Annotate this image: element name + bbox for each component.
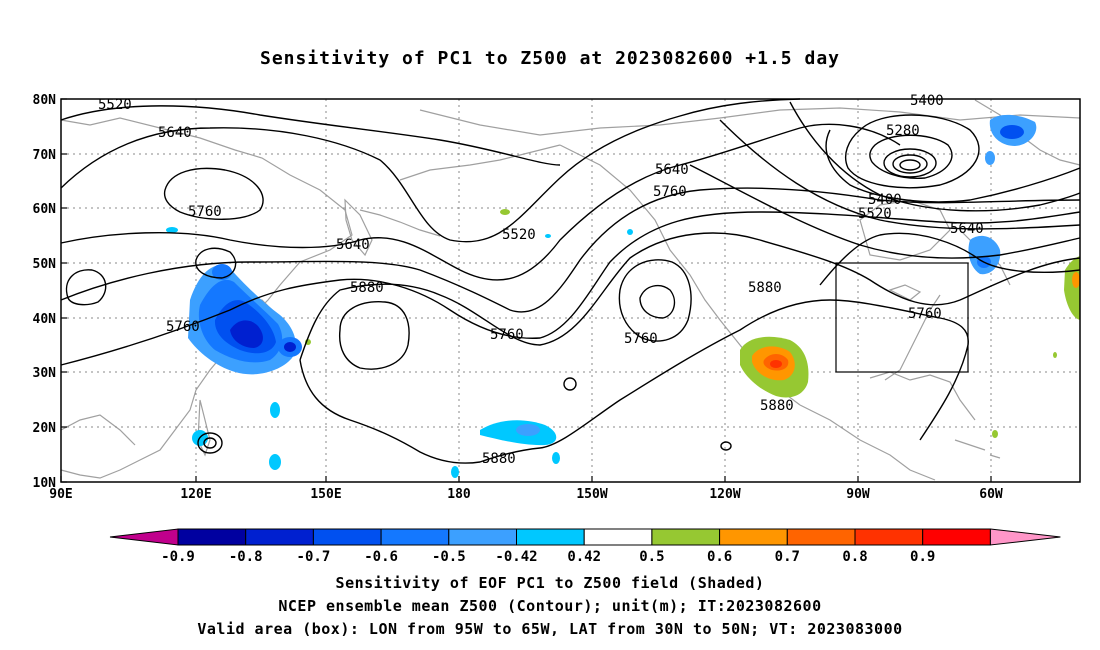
contour-label: 5760 (490, 327, 524, 343)
colorbar-tick-label: 0.6 (707, 549, 732, 565)
colorbar-segment (922, 528, 991, 546)
map-title: Sensitivity of PC1 to Z500 at 2023082600… (259, 48, 840, 69)
contour-label: 5520 (502, 227, 536, 243)
colorbar-segment (651, 528, 721, 546)
lon-label: 150E (310, 487, 341, 502)
colorbar-segment (583, 528, 653, 546)
colorbar-tick-label: 0.7 (775, 549, 800, 565)
contour-label: 5400 (910, 93, 944, 109)
lat-label: 60N (33, 202, 57, 217)
contour-label: 5760 (166, 319, 200, 335)
lat-label: 50N (33, 257, 57, 272)
colorbar-segment (719, 528, 788, 546)
colorbar-segment (245, 528, 314, 546)
lon-label: 180 (447, 487, 471, 502)
contour-label: 5640 (950, 221, 984, 237)
lat-label: 10N (33, 476, 57, 491)
contour-label: 5520 (858, 206, 892, 222)
colorbar-tick-label: 0.9 (910, 549, 935, 565)
contour-label: 5760 (624, 331, 658, 347)
map-frame (60, 98, 1081, 483)
colorbar-segment (516, 528, 585, 546)
contour-label: 5280 (886, 123, 920, 139)
colorbar-tick-label: -0.6 (364, 549, 398, 565)
contour-label: 5640 (336, 237, 370, 253)
colorbar: -0.9 -0.8 -0.7 -0.6 -0.5 -0.42 0.42 0.5 0.6 0.7 0.… (109, 528, 1061, 565)
colorbar-tick-label: 0.8 (842, 549, 867, 565)
lon-label: 120W (709, 487, 740, 502)
contour-label: 5520 (98, 97, 132, 113)
lon-label: 120E (180, 487, 211, 502)
colorbar-tick-label: -0.42 (495, 549, 537, 565)
colorbar-extend-high (989, 528, 1061, 546)
lon-label: 60W (979, 487, 1003, 502)
colorbar-tick-label: -0.5 (432, 549, 466, 565)
contour-label: 5880 (350, 280, 384, 296)
lat-label: 30N (33, 366, 57, 381)
colorbar-tick-label: 0.42 (567, 549, 601, 565)
axis-ticks (60, 98, 992, 483)
colorbar-segment (854, 528, 924, 546)
contour-label: 5880 (748, 280, 782, 296)
contour-label: 5760 (908, 306, 942, 322)
contour-label: 5760 (653, 184, 687, 200)
z500-contours (60, 98, 1081, 464)
colorbar-segment (380, 528, 450, 546)
contour-label: 5880 (760, 398, 794, 414)
sensitivity-shading (166, 114, 1080, 478)
contour-label: 5640 (655, 162, 689, 178)
contour-label: 5880 (482, 451, 516, 467)
caption-line-3: Valid area (box): LON from 95W to 65W, L… (197, 620, 903, 638)
contour-labels: 5520 5640 5760 5640 5760 5880 5520 5640 … (98, 93, 984, 467)
colorbar-extend-low (109, 528, 179, 546)
contour-label: 5400 (868, 192, 902, 208)
lon-label: 90W (846, 487, 870, 502)
lat-label: 70N (33, 148, 57, 163)
lat-label: 20N (33, 421, 57, 436)
contour-label: 5760 (188, 204, 222, 220)
latitude-labels: 80N 70N 60N 50N 40N 30N 20N 10N (33, 93, 57, 491)
colorbar-segment (312, 528, 382, 546)
colorbar-tick-label: -0.7 (297, 549, 331, 565)
colorbar-segment (177, 528, 247, 546)
colorbar-segment (786, 528, 856, 546)
lat-label: 40N (33, 312, 57, 327)
lat-label: 80N (33, 93, 57, 108)
caption-line-2: NCEP ensemble mean Z500 (Contour); unit(… (278, 597, 822, 615)
valid-area-box (835, 262, 969, 373)
colorbar-tick-label: 0.5 (639, 549, 664, 565)
lon-label: 150W (576, 487, 607, 502)
contour-label: 5640 (158, 125, 192, 141)
colorbar-tick-label: -0.8 (229, 549, 263, 565)
colorbar-tick-label: -0.9 (161, 549, 195, 565)
lon-label: 90E (49, 487, 72, 502)
caption-line-1: Sensitivity of EOF PC1 to Z500 field (Sh… (335, 574, 765, 592)
colorbar-segment (448, 528, 517, 546)
longitude-labels: 90E 120E 150E 180 150W 120W 90W 60W (49, 487, 1003, 502)
